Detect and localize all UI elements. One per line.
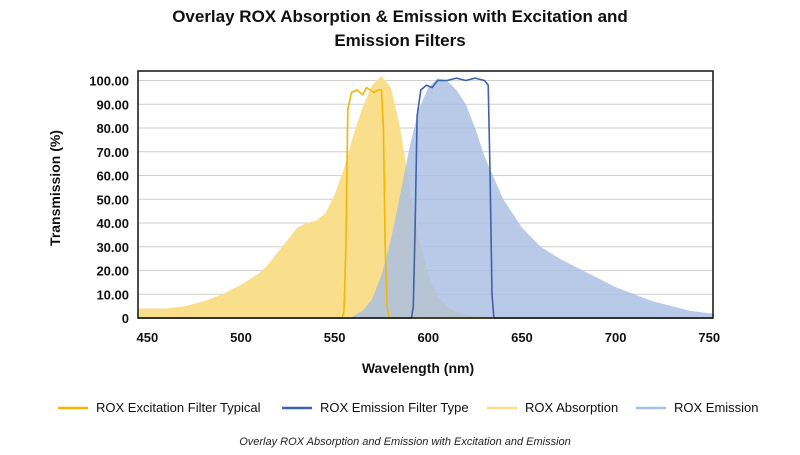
y-tick-label: 60.00 xyxy=(96,169,129,184)
legend-label-rox-absorption: ROX Absorption xyxy=(525,400,618,415)
y-tick-label: 90.00 xyxy=(96,97,129,112)
y-axis-ticks: 0 10.00 20.00 30.00 40.00 50.00 60.00 70.00 80.0… xyxy=(89,74,129,327)
line-series xyxy=(138,77,713,319)
legend-label-rox-emission-filter-type: ROX Emission Filter Type xyxy=(320,400,469,415)
y-tick-label: 80.00 xyxy=(96,121,129,136)
y-tick-label: 100.00 xyxy=(89,74,129,89)
rox-excitation-filter-typical-line xyxy=(138,86,713,319)
x-tick-label: 500 xyxy=(230,330,252,345)
y-tick-label: 20.00 xyxy=(96,264,129,279)
area-series xyxy=(138,75,713,318)
legend: ROX Excitation Filter Typical ROX Emissio… xyxy=(58,400,759,415)
x-tick-label: 750 xyxy=(698,330,720,345)
y-tick-label: 30.00 xyxy=(96,240,129,255)
legend-label-rox-emission: ROX Emission xyxy=(674,400,759,415)
x-tick-label: 450 xyxy=(137,330,159,345)
x-tick-label: 550 xyxy=(324,330,346,345)
x-axis-label: Wavelength (nm) xyxy=(362,360,474,376)
plot-area-border xyxy=(137,70,714,319)
y-tick-label: 40.00 xyxy=(96,216,129,231)
y-axis-label: Transmission (%) xyxy=(47,130,63,246)
y-tick-label: 70.00 xyxy=(96,145,129,160)
x-tick-label: 600 xyxy=(417,330,439,345)
y-tick-label: 50.00 xyxy=(96,192,129,207)
y-tick-label: 0 xyxy=(122,311,129,326)
chart-title: Overlay ROX Absorption & Emission with E… xyxy=(172,7,628,50)
legend-label-rox-excitation-filter-typical: ROX Excitation Filter Typical xyxy=(96,400,261,415)
rox-emission-area xyxy=(353,78,713,318)
y-tick-label: 10.00 xyxy=(96,287,129,302)
chart-caption: Overlay ROX Absorption and Emission with… xyxy=(239,436,571,448)
x-tick-label: 650 xyxy=(511,330,533,345)
x-tick-label: 700 xyxy=(605,330,627,345)
chart-title-line-1: Overlay ROX Absorption & Emission with E… xyxy=(172,7,628,26)
x-axis-ticks: 450 500 550 600 650 700 750 xyxy=(137,330,721,345)
chart-title-line-2: Emission Filters xyxy=(334,31,465,50)
rox-emission-filter-type-line xyxy=(138,77,713,319)
rox-absorption-area xyxy=(138,75,522,318)
